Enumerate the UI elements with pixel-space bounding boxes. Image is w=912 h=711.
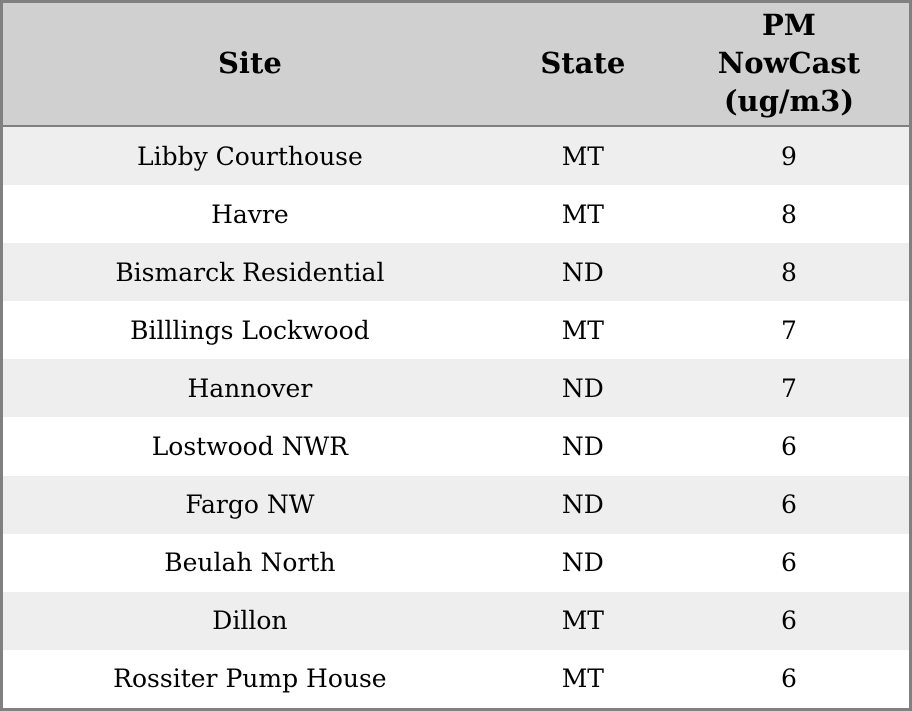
pm-nowcast-cell: 6	[781, 606, 797, 636]
site-cell: Lostwood NWR	[151, 432, 349, 462]
table-header-row: Site State PM NowCast (ug/m3)	[3, 3, 909, 127]
site-cell: Beulah North	[164, 548, 336, 578]
site-cell: Rossiter Pump House	[113, 664, 387, 694]
pm-nowcast-cell: 6	[781, 548, 797, 578]
state-cell: MT	[561, 141, 604, 171]
pm-nowcast-cell: 9	[781, 141, 797, 171]
table-row: Hannover ND 7	[3, 359, 909, 418]
table-row: Billlings Lockwood MT 7	[3, 301, 909, 360]
state-cell: ND	[561, 373, 604, 403]
site-cell: Havre	[211, 199, 289, 229]
table-row: Fargo NW ND 6	[3, 475, 909, 534]
table-row: Lostwood NWR ND 6	[3, 417, 909, 476]
pm-nowcast-cell: 8	[781, 257, 797, 287]
pm-nowcast-cell: 8	[781, 199, 797, 229]
site-cell: Billlings Lockwood	[130, 315, 370, 345]
table-row: Havre MT 8	[3, 185, 909, 244]
column-header-state: State	[496, 3, 669, 127]
table-row: Dillon MT 6	[3, 591, 909, 650]
site-cell: Hannover	[187, 373, 313, 403]
site-cell: Fargo NW	[185, 490, 315, 520]
table-header: Site State PM NowCast (ug/m3)	[3, 3, 909, 127]
air-quality-table: Site State PM NowCast (ug/m3) Libby Cour…	[3, 3, 909, 708]
state-cell: MT	[561, 315, 604, 345]
pm-nowcast-cell: 7	[781, 373, 797, 403]
pm-nowcast-cell: 6	[781, 490, 797, 520]
table-row: Beulah North ND 6	[3, 533, 909, 592]
column-header-site: Site	[3, 3, 497, 127]
site-cell: Dillon	[212, 606, 288, 636]
table-row: Libby Courthouse MT 9	[3, 126, 909, 186]
state-cell: MT	[561, 664, 604, 694]
state-cell: MT	[561, 199, 604, 229]
state-cell: ND	[561, 432, 604, 462]
state-cell: ND	[561, 257, 604, 287]
pm-nowcast-cell: 7	[781, 315, 797, 345]
pm-nowcast-cell: 6	[781, 432, 797, 462]
pm-nowcast-cell: 6	[781, 664, 797, 694]
table-row: Bismarck Residential ND 8	[3, 243, 909, 302]
table-row: Rossiter Pump House MT 6	[3, 649, 909, 708]
state-cell: ND	[561, 548, 604, 578]
state-cell: MT	[561, 606, 604, 636]
state-cell: ND	[561, 490, 604, 520]
site-cell: Bismarck Residential	[115, 257, 385, 287]
table-body: Libby Courthouse MT 9 Havre MT 8 Bismarck Resi…	[3, 126, 909, 708]
column-header-pm-nowcast: PM NowCast (ug/m3)	[668, 3, 909, 127]
site-cell: Libby Courthouse	[136, 141, 363, 171]
